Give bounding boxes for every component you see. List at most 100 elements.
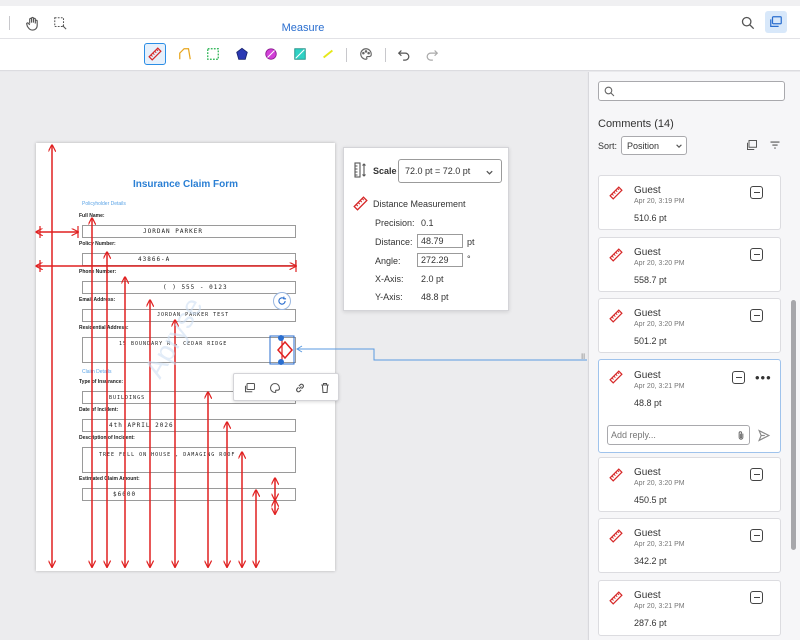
send-icon[interactable]	[757, 429, 771, 442]
palette-icon[interactable]	[356, 44, 376, 64]
angle-input[interactable]: 272.29	[417, 253, 463, 267]
field-value: 4th APRIL 2026	[109, 422, 174, 429]
phone-number-field[interactable]: ( ) 555 - 0123	[82, 281, 296, 294]
search-icon[interactable]	[738, 13, 758, 33]
header-bar: Measure	[0, 6, 800, 45]
full-name-field[interactable]: JORDAN PARKER	[82, 225, 296, 238]
measurement-popup: Scale 72.0 pt = 72.0 pt Distance Measure…	[343, 147, 509, 311]
comment-date: Apr 20, 3:20 PM	[634, 260, 685, 267]
field-label: Policy Number:	[79, 241, 116, 247]
marquee-select-icon[interactable]	[50, 13, 70, 33]
precision-label: Precision:	[375, 218, 415, 228]
comment-value: 287.6 pt	[634, 618, 667, 628]
form-title: Insurance Claim Form	[132, 179, 239, 190]
perimeter-icon[interactable]	[175, 44, 195, 64]
comment-author: Guest	[634, 467, 661, 478]
comment-card[interactable]: Guest Apr 20, 3:20 PM 558.7 pt	[598, 237, 781, 292]
search-icon	[604, 86, 615, 97]
collapse-icon[interactable]	[750, 309, 763, 322]
comment-date: Apr 20, 3:20 PM	[634, 480, 685, 487]
comment-author: Guest	[634, 370, 661, 381]
field-label: Type of Insurance:	[79, 379, 124, 385]
panel-scrollbar[interactable]	[791, 300, 796, 550]
field-value: JORDAN PARKER	[143, 228, 203, 235]
comment-value: 501.2 pt	[634, 336, 667, 346]
attachment-icon[interactable]	[736, 430, 746, 441]
sort-label: Sort:	[598, 141, 618, 151]
comment-author: Guest	[634, 590, 661, 601]
comment-date: Apr 20, 3:21 PM	[634, 603, 685, 610]
collapse-icon[interactable]	[750, 468, 763, 481]
selection-handle[interactable]	[278, 359, 284, 365]
divider	[346, 48, 347, 62]
measurement-overlay: Apryse	[0, 0, 587, 640]
multi-select-icon[interactable]	[745, 138, 759, 152]
distance-ruler-icon	[609, 186, 623, 200]
comment-search-input[interactable]	[598, 81, 785, 101]
distance-ruler-icon	[609, 309, 623, 323]
x-axis-label: X-Axis:	[375, 274, 404, 284]
comment-card[interactable]: Guest Apr 20, 3:20 PM 450.5 pt	[598, 457, 781, 512]
comments-panel-toggle-icon[interactable]	[765, 11, 787, 33]
distance-ruler-icon	[609, 529, 623, 543]
comment-icon[interactable]	[240, 378, 260, 398]
email-address-field[interactable]: JORDAN PARKER TEST	[82, 309, 296, 322]
collapse-icon[interactable]	[750, 248, 763, 261]
chevron-down-icon	[486, 170, 493, 175]
redo-icon[interactable]	[422, 44, 442, 64]
field-value: TREE FELL ON HOUSE , DAMAGING ROOF	[99, 452, 236, 458]
pan-hand-icon[interactable]	[22, 13, 42, 33]
field-value: ( ) 555 - 0123	[163, 284, 228, 291]
comment-card[interactable]: Guest Apr 20, 3:20 PM 501.2 pt	[598, 298, 781, 353]
precision-value: 0.1	[421, 218, 434, 228]
delete-trash-icon[interactable]	[315, 378, 335, 398]
incident-date-field[interactable]: 4th APRIL 2026	[82, 419, 296, 432]
reply-input[interactable]: Add reply...	[607, 425, 750, 445]
section-heading: Policyholder Details	[82, 201, 126, 207]
comment-value: 48.8 pt	[634, 398, 662, 408]
collapse-icon[interactable]	[732, 371, 745, 384]
count-tool-icon[interactable]	[318, 44, 338, 64]
angle-unit: °	[467, 254, 471, 264]
field-value: 43866-A	[138, 256, 171, 263]
comment-value: 450.5 pt	[634, 495, 667, 505]
field-value: JORDAN PARKER TEST	[157, 312, 230, 318]
comment-card-selected[interactable]: Guest Apr 20, 3:21 PM 48.8 pt ••• Add re…	[598, 359, 781, 453]
comments-title: Comments (14)	[598, 118, 674, 130]
incident-description-field[interactable]: TREE FELL ON HOUSE , DAMAGING ROOF	[82, 447, 296, 473]
scale-dropdown[interactable]: 72.0 pt = 72.0 pt	[398, 159, 502, 183]
comment-card[interactable]: Guest Apr 20, 3:19 PM 510.6 pt	[598, 175, 781, 230]
comment-card[interactable]: Guest Apr 20, 3:21 PM 342.2 pt	[598, 518, 781, 573]
comment-connector-line	[297, 348, 587, 361]
reply-placeholder: Add reply...	[611, 430, 656, 440]
field-label: Full Name:	[79, 213, 105, 219]
watermark: Apryse	[138, 292, 208, 383]
comment-author: Guest	[634, 185, 661, 196]
angle-label: Angle:	[375, 256, 401, 266]
more-options-icon[interactable]: •••	[755, 370, 772, 385]
undo-icon[interactable]	[394, 44, 414, 64]
distance-input[interactable]: 48.79	[417, 234, 463, 248]
distance-ruler-icon	[609, 248, 623, 262]
comment-date: Apr 20, 3:21 PM	[634, 541, 685, 548]
filter-icon[interactable]	[768, 138, 782, 152]
link-icon[interactable]	[290, 378, 310, 398]
distance-ruler-icon	[609, 370, 623, 384]
sort-dropdown[interactable]: Position	[621, 136, 687, 155]
arc-measure-icon[interactable]	[290, 44, 310, 64]
panel-resize-handle[interactable]: ॥	[580, 351, 586, 361]
collapse-icon[interactable]	[750, 186, 763, 199]
polygon-area-icon[interactable]	[232, 44, 252, 64]
comment-author: Guest	[634, 247, 661, 258]
distance-ruler-icon[interactable]	[144, 43, 166, 65]
collapse-icon[interactable]	[750, 591, 763, 604]
collapse-icon[interactable]	[750, 529, 763, 542]
rectangular-area-icon[interactable]	[203, 44, 223, 64]
selected-measure-shape[interactable]	[277, 340, 293, 360]
comment-card[interactable]: Guest Apr 20, 3:21 PM 287.6 pt	[598, 580, 781, 636]
annotation-context-menu	[233, 373, 339, 401]
style-palette-icon[interactable]	[265, 378, 285, 398]
ellipse-area-icon[interactable]	[261, 44, 281, 64]
rotate-handle-icon[interactable]	[273, 292, 291, 310]
selection-handle[interactable]	[278, 335, 284, 341]
